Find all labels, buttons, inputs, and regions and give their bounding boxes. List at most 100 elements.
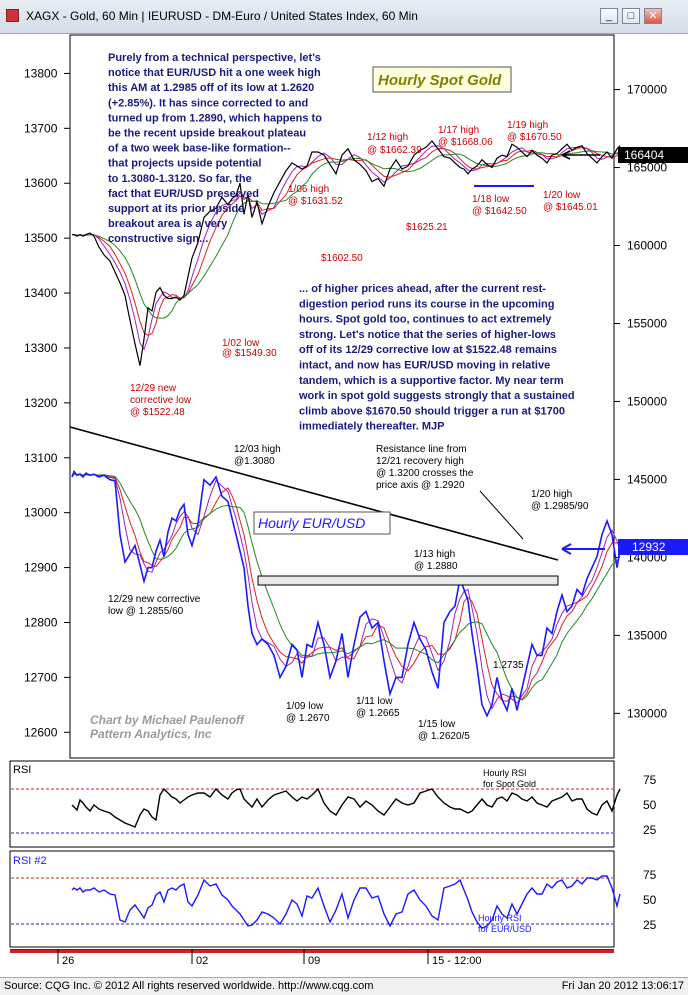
eur-price-line (71, 469, 621, 718)
commentary-middle-line: digestion period runs its course in the … (299, 298, 554, 310)
commentary-middle-line: ... of higher prices ahead, after the cu… (299, 283, 546, 295)
gold-last-box (618, 147, 688, 163)
commentary-top-line: constructive sign... (108, 233, 208, 245)
eur-ma-3 (71, 473, 621, 710)
eur-tick-label: 12600 (24, 725, 58, 739)
rsi-eur-line (71, 875, 621, 929)
commentary-middle-line: strong. Let's notice that the series of … (299, 329, 556, 341)
gold-note-1-19-b: @ $1670.50 (507, 132, 562, 143)
gold-note-1-12-b: @ $1662.39 (367, 145, 422, 156)
gold-note-1-18-b: @ $1642.50 (472, 206, 527, 217)
close-button[interactable]: ✕ (644, 8, 662, 24)
commentary-top-line: to 1.3080-1.3120. So far, the (108, 173, 252, 185)
eur-note-1-2735: 1.2735 (493, 660, 524, 671)
gold-last-value: 166404 (624, 148, 664, 162)
eur-tick-label: 12900 (24, 561, 58, 575)
eur-tick-label: 13100 (24, 451, 58, 465)
gold-tick-label: 145000 (627, 472, 667, 486)
eur-tick-label: 12700 (24, 670, 58, 684)
gold-note-12-29-a: 12/29 new (130, 383, 177, 394)
eur-note-12-29-a: 12/29 new corrective (108, 594, 201, 605)
rsi-gold-line (71, 787, 621, 828)
eur-note-1-15-b: @ 1.2620/5 (418, 731, 470, 742)
rsi1-title-2: for Spot Gold (483, 779, 536, 789)
time-axis-label: 09 (308, 955, 320, 967)
gold-tick-label: 160000 (627, 239, 667, 253)
maximize-button[interactable]: □ (622, 8, 640, 24)
eur-breakout-plateau (257, 575, 559, 586)
eur-title-box (253, 511, 391, 535)
minimize-button[interactable]: _ (600, 8, 618, 24)
gold-last-arrow (561, 150, 600, 160)
rsi2-panel-label: RSI #2 (13, 855, 47, 867)
eur-note-12-03-b: @1.3080 (234, 456, 275, 467)
gold-note-12-29-c: @ $1522.48 (130, 407, 185, 418)
eur-tick-label: 13000 (24, 506, 58, 520)
resistance-pointer (479, 490, 524, 540)
eur-tick-label: 13400 (24, 286, 58, 300)
rsi-axis-ticks: 25 50 75 25 50 75 (643, 773, 657, 932)
eur-note-12-03-a: 12/03 high (234, 444, 281, 455)
commentary-middle-line: intact, and now has EUR/USD moving in re… (299, 360, 550, 372)
gold-note-1-18-a: 1/18 low (472, 194, 510, 205)
rsi1-title-1: Hourly RSI (483, 768, 527, 778)
eur-title: Hourly EUR/USD (258, 515, 365, 531)
commentary-top-line: support at its prior upside (108, 203, 244, 215)
time-axis-strip-2 (10, 949, 614, 950)
gold-title: Hourly Spot Gold (378, 72, 502, 89)
eur-ma-5 (71, 473, 621, 703)
gold-note-1602: $1602.50 (321, 253, 363, 264)
commentary-top-line: be the recent upside breakout plateau (108, 128, 306, 140)
gold-note-1-06-a: 1/06 high (288, 184, 329, 195)
status-footer: Source: CQG Inc. © 2012 All rights reser… (0, 977, 688, 995)
rsi-tick-label: 75 (643, 773, 657, 787)
rsi2-panel-frame (9, 850, 615, 948)
eur-tick-label: 12800 (24, 615, 58, 629)
commentary-middle-line: off of its 12/29 corrective low at $1522… (299, 344, 557, 356)
gold-note-1-12-a: 1/12 high (367, 132, 408, 143)
eur-moving-averages (71, 473, 621, 710)
eur-axis-ticks: 12600 12700 12800 12900 13000 13100 13200 13300… (24, 66, 70, 739)
footer-source: Source: CQG Inc. © 2012 All rights reser… (4, 980, 374, 992)
commentary-top: Purely from a technical perspective, let… (108, 52, 322, 245)
commentary-middle-line: immediately thereafter. MJP (299, 421, 445, 433)
commentary-middle-line: work in spot gold suggests strongly that… (298, 390, 575, 402)
eur-tick-label: 13300 (24, 341, 58, 355)
time-axis-label: 02 (196, 955, 208, 967)
commentary-top-line: notice that EUR/USD hit a one week high (108, 67, 321, 79)
eur-note-1-15-a: 1/15 low (418, 719, 456, 730)
eur-note-1-11-a: 1/11 low (356, 696, 393, 707)
rsi-tick-label: 50 (643, 893, 657, 907)
eur-note-12-29-b: low @ 1.2855/60 (108, 606, 184, 617)
commentary-middle-line: climb above $1670.50 should trigger a ru… (299, 405, 565, 417)
commentary-top-line: this AM at 1.2985 off of its low at 1.26… (108, 82, 314, 94)
commentary-top-line: that projects upside potential (108, 158, 261, 170)
eur-last-arrow (561, 543, 605, 555)
gold-tick-label: 150000 (627, 394, 667, 408)
rsi-tick-label: 25 (643, 823, 657, 837)
gold-tick-label: 135000 (627, 628, 667, 642)
gold-ma-9 (72, 150, 621, 319)
gold-note-1-02-a: 1/02 low (222, 338, 260, 349)
commentary-top-line: breakout area is a very (108, 218, 228, 230)
commentary-top-line: Purely from a technical perspective, let… (108, 52, 321, 64)
eur-note-res-2: 12/21 recovery high (376, 456, 464, 467)
watermark-line-2: Pattern Analytics, Inc (90, 727, 212, 741)
gold-note-1-02-b: @ $1549.30 (222, 348, 277, 359)
window-title: XAGX - Gold, 60 Min | IEURUSD - DM-Euro … (26, 9, 418, 23)
time-axis-label: 15 - 12:00 (432, 955, 482, 967)
eur-note-1-13-a: 1/13 high (414, 549, 455, 560)
gold-tick-label: 170000 (627, 83, 667, 97)
watermark-line-1: Chart by Michael Paulenoff (90, 713, 245, 727)
commentary-top-line: turned up from 1.2890, which happens to (108, 112, 322, 124)
commentary-top-line: fact that EUR/USD preserved (108, 188, 259, 200)
main-panel-frame (69, 34, 615, 759)
rsi-tick-label: 75 (643, 868, 657, 882)
gold-title-box (372, 66, 512, 93)
eur-note-1-11-b: @ 1.2665 (356, 708, 400, 719)
commentary-top-line: of a two week base-like formation-- (108, 143, 291, 155)
eur-note-1-20-b: @ 1.2985/90 (531, 501, 589, 512)
eur-tick-label: 13200 (24, 396, 58, 410)
chart-canvas: 12600 12700 12800 12900 13000 13100 13200 13300… (0, 34, 688, 977)
eur-tick-label: 13600 (24, 176, 58, 190)
